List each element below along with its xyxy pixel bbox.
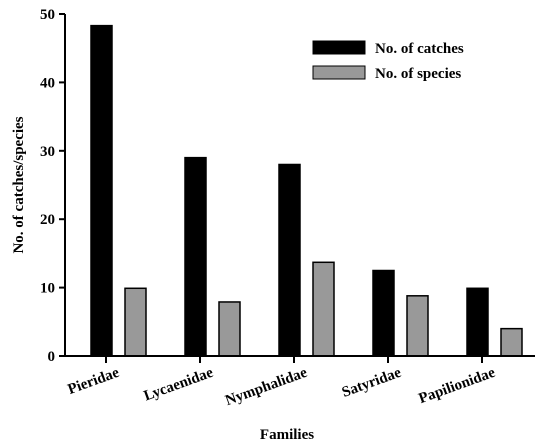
legend-swatch-no-of-species xyxy=(312,65,366,80)
bar-no-of-catches-nymphalidae xyxy=(278,163,301,357)
plot-area xyxy=(90,24,523,357)
y-tick-label-30: 30 xyxy=(40,144,55,160)
y-tick-label-20: 20 xyxy=(40,212,55,228)
y-tick-label-50: 50 xyxy=(40,7,55,23)
x-tick-label-pieridae: Pieridae xyxy=(66,365,122,398)
bar-no-of-species-papilionidae xyxy=(500,327,523,357)
bar-no-of-species-satyridae xyxy=(406,295,429,357)
legend: No. of catches No. of species xyxy=(312,40,464,82)
bar-no-of-species-pieridae xyxy=(124,287,147,357)
y-axis-ticks: 0 10 20 30 40 50 xyxy=(40,7,65,365)
bar-no-of-catches-satyridae xyxy=(372,269,395,357)
bar-no-of-species-lycaenidae xyxy=(218,301,241,357)
y-tick-label-0: 0 xyxy=(48,349,56,365)
bar-no-of-species-nymphalidae xyxy=(312,261,335,357)
bar-no-of-catches-lycaenidae xyxy=(184,156,207,357)
legend-swatch-no-of-catches xyxy=(312,40,366,55)
x-tick-label-nymphalidae: Nymphalidae xyxy=(223,365,309,410)
x-tick-label-satyridae: Satyridae xyxy=(340,365,404,401)
legend-label-no-of-catches: No. of catches xyxy=(375,41,464,57)
bar-no-of-catches-pieridae xyxy=(90,24,113,357)
legend-label-no-of-species: No. of species xyxy=(375,66,461,82)
x-axis-title: Families xyxy=(260,427,314,443)
x-axis-ticks: Pieridae Lycaenidae Nymphalidae Satyridae Pa… xyxy=(66,356,498,409)
x-tick-label-lycaenidae: Lycaenidae xyxy=(142,365,216,405)
bar-no-of-catches-papilionidae xyxy=(466,287,489,357)
y-axis-title: No. of catches/species xyxy=(11,116,27,253)
y-tick-label-40: 40 xyxy=(40,75,55,91)
x-tick-label-papilionidae: Papilionidae xyxy=(417,365,498,408)
y-tick-label-10: 10 xyxy=(40,281,55,297)
